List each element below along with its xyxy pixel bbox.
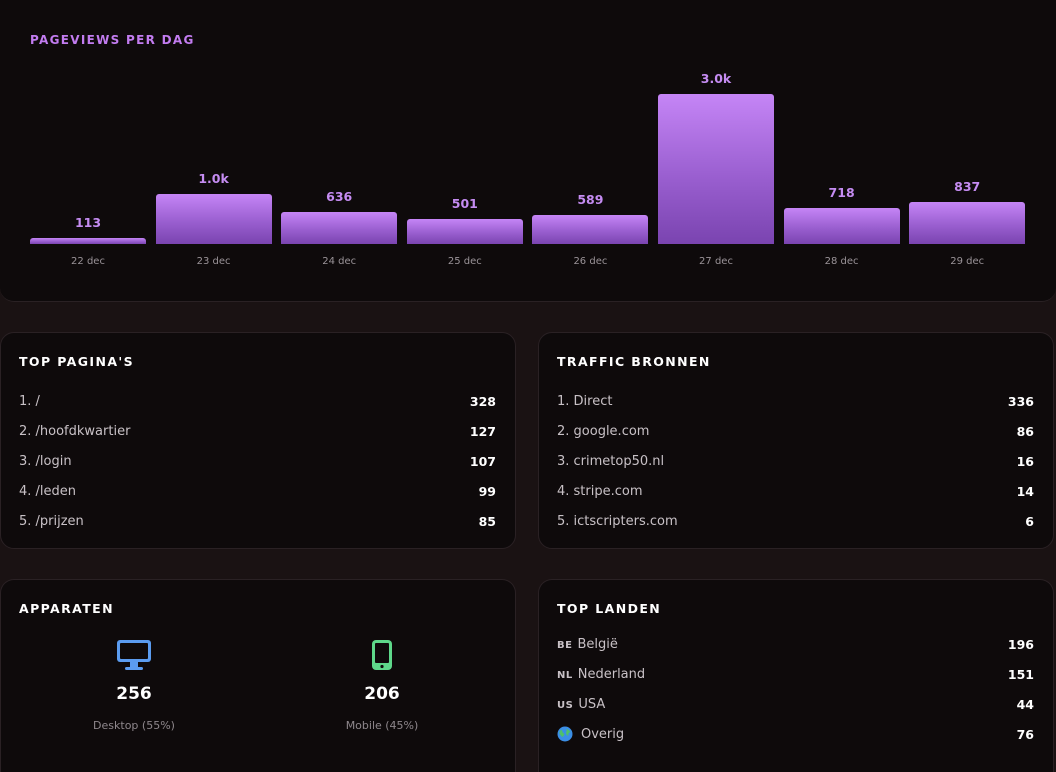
list-item[interactable]: 1. Direct 336 [557, 393, 1034, 409]
list-item[interactable]: 3. crimetop50.nl 16 [557, 453, 1034, 469]
mobile-label: Mobile (45%) [345, 719, 419, 732]
top-pages-card [0, 332, 516, 549]
list-item[interactable]: 1. /328 [19, 393, 496, 409]
bar-4[interactable] [532, 214, 649, 244]
top-pages-title: TOP PAGINA'S [19, 354, 135, 369]
traffic-sources-list: 1. Direct 336 2. google.com 86 3. crimetop… [557, 386, 1034, 536]
devices-card [0, 579, 516, 772]
flag-be-icon: BE [557, 639, 573, 651]
bar-value-label-1: 1.0k [198, 171, 229, 186]
category-label-0: 22 dec [71, 256, 105, 267]
bar-value-label-7: 837 [954, 179, 981, 195]
bar-1[interactable] [155, 194, 272, 244]
category-label-6: 28 dec [824, 256, 859, 267]
list-item[interactable]: 5. ictscripters.com 6 [557, 513, 1034, 529]
bar-3[interactable] [406, 218, 523, 244]
bar-5[interactable] [658, 94, 774, 244]
bar-value-label-3: 501 [451, 195, 478, 211]
top-countries-title: TOP LANDEN [557, 601, 662, 616]
top-pages-list: 1. /328 2. /hoofdkwartier 127 3. /login 10… [19, 386, 496, 536]
monitor-icon [54, 638, 214, 672]
list-item[interactable]: 4. stripe.com 14 [557, 483, 1034, 499]
top-countries-list: BE België 196 NL Nederland 151 US USA 44 Overi… [557, 629, 1034, 749]
list-item[interactable]: 2. /hoofdkwartier 127 [19, 423, 496, 439]
flag-nl-icon: NL [557, 669, 573, 681]
category-label-1: 23 dec [196, 256, 231, 267]
bar-value-label-5: 3.0k [700, 71, 732, 86]
bar-6[interactable] [783, 208, 900, 244]
category-label-2: 24 dec [322, 256, 357, 267]
bar-2[interactable] [281, 212, 398, 244]
device-mobile: 206 Mobile (45%) [302, 638, 462, 732]
category-label-5: 27 dec [699, 256, 733, 267]
traffic-sources-title: TRAFFIC BRONNEN [557, 354, 711, 369]
bar-value-label-2: 636 [326, 189, 353, 205]
chart-title: PAGEVIEWS PER DAG [30, 33, 195, 47]
bar-value-label-4: 589 [577, 191, 604, 207]
flag-us-icon: US [557, 699, 574, 711]
devices-title: APPARATEN [19, 601, 114, 616]
bar-value-label-0: 113 [74, 215, 102, 231]
bar-7[interactable] [909, 202, 1026, 244]
pageviews-card [0, 0, 1056, 302]
desktop-count: 256 [116, 684, 152, 704]
category-label-7: 29 dec [950, 256, 985, 267]
list-item[interactable]: US USA 44 [557, 696, 1034, 712]
globe-icon [557, 726, 573, 742]
list-item[interactable]: 3. /login 107 [19, 453, 496, 469]
list-item[interactable]: NL Nederland 151 [557, 666, 1034, 682]
bar-value-label-6: 718 [828, 185, 855, 201]
category-label-4: 26 dec [573, 256, 608, 267]
top-countries-card [538, 579, 1054, 772]
list-item[interactable]: Overig 76 [557, 719, 1034, 749]
desktop-label: Desktop (55%) [93, 719, 175, 732]
list-item[interactable]: 5. /prijzen 85 [19, 513, 496, 529]
list-item[interactable]: BE België 196 [557, 636, 1034, 652]
list-item[interactable]: 4. /leden 99 [19, 483, 496, 499]
phone-icon [302, 638, 462, 672]
list-item[interactable]: 2. google.com 86 [557, 423, 1034, 439]
category-label-3: 25 dec [447, 256, 482, 267]
mobile-count: 206 [364, 684, 400, 704]
bar-0[interactable] [30, 238, 146, 244]
device-desktop: 256 Desktop (55%) [54, 638, 214, 732]
traffic-sources-card [538, 332, 1054, 549]
